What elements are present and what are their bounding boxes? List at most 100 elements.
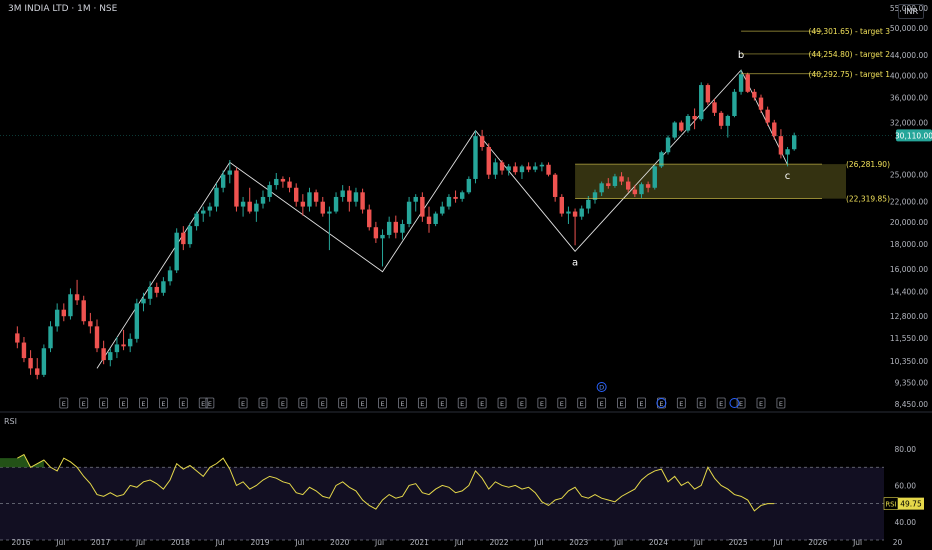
x-tick-label: 2021 — [410, 538, 429, 547]
x-tick-label: Jul — [215, 538, 225, 547]
pattern-label-b: b — [738, 50, 744, 61]
candle-body — [201, 210, 206, 214]
candle-body — [68, 294, 73, 317]
candle-body — [772, 122, 777, 137]
candle-body — [167, 270, 173, 282]
price-tick-label: 20,000.00 — [890, 218, 928, 227]
candle-body — [572, 211, 578, 217]
candle-body — [725, 115, 730, 126]
earnings-marker-label: E — [301, 400, 305, 408]
candle-body — [28, 358, 33, 369]
earnings-marker-label: E — [500, 400, 504, 408]
candle-body — [566, 211, 571, 214]
level-label: (44,254.80) - target 2 — [809, 50, 891, 59]
candle-body — [599, 183, 604, 193]
candle-body — [619, 176, 624, 182]
candle-body — [194, 213, 199, 227]
x-tick-label: 2026 — [808, 538, 827, 547]
candle-body — [15, 333, 20, 343]
candle-body — [546, 164, 551, 175]
candle-body — [692, 115, 697, 120]
earnings-marker — [437, 397, 447, 409]
candle-body — [679, 122, 684, 131]
candle-body — [81, 300, 86, 322]
rsi-overbought-fill — [0, 454, 44, 468]
x-tick-label: 2024 — [649, 538, 668, 547]
earnings-marker — [597, 397, 607, 409]
earnings-marker-label: E — [739, 400, 743, 408]
candle-body — [400, 223, 405, 233]
rsi-value-badge — [898, 497, 924, 510]
candle-body — [181, 232, 186, 245]
rsi-tick-label: 80.00 — [895, 445, 917, 454]
price-tick-label: 36,000.00 — [890, 94, 928, 103]
dividend-marker — [596, 382, 607, 392]
candle-body — [526, 166, 531, 170]
earnings-marker — [676, 397, 686, 409]
earnings-marker — [158, 397, 168, 409]
level-label: (22,319.85) — [846, 195, 890, 204]
x-tick-label: Jul — [135, 538, 145, 547]
earnings-marker-label: E — [241, 400, 245, 408]
candle-body — [21, 342, 27, 359]
earnings-marker — [557, 397, 567, 409]
candle-body — [785, 149, 790, 155]
x-tick-label: Jul — [454, 538, 464, 547]
candle-body — [35, 368, 40, 375]
currency-button[interactable]: INR — [898, 4, 924, 19]
candle-body — [479, 136, 485, 147]
candle-body — [446, 196, 452, 207]
rsi-tick-label: 60.00 — [895, 481, 917, 490]
candle-body — [207, 206, 213, 211]
candle-body — [606, 183, 611, 186]
earnings-marker — [338, 397, 348, 409]
candle-body — [247, 201, 252, 212]
candle-body — [778, 136, 784, 155]
earnings-marker — [637, 397, 646, 409]
earnings-marker-label: E — [759, 400, 763, 408]
level-lines-layer: (49,301.65) - target 3 (44,254.80) - targ… — [0, 27, 892, 204]
earnings-marker-label: E — [161, 400, 165, 408]
earnings-marker-label: E — [261, 400, 265, 408]
candle-body — [420, 196, 425, 217]
price-tick-label: 22,000.00 — [890, 198, 928, 207]
candle-body — [685, 115, 691, 131]
earnings-marker — [577, 397, 587, 409]
earnings-marker — [178, 397, 188, 409]
rsi-label: RSI — [885, 501, 896, 509]
candle-body — [393, 221, 398, 233]
earnings-marker — [776, 397, 786, 409]
candle-body — [612, 176, 618, 186]
candle-body — [539, 164, 545, 167]
x-tick-label: Jul — [852, 538, 862, 547]
candle-body — [214, 187, 219, 207]
candle-body — [340, 190, 345, 197]
x-tick-label: 2019 — [250, 538, 269, 547]
earnings-marker-label: E — [181, 400, 185, 408]
candle-body — [94, 326, 100, 349]
price-tick-label: 44,000.00 — [890, 51, 928, 60]
candle-body — [645, 184, 651, 188]
earnings-marker-label: E — [580, 400, 584, 408]
earnings-marker — [716, 397, 726, 409]
level-label: (26,281.90) — [846, 160, 890, 169]
price-tick-label: 18,000.00 — [890, 240, 928, 249]
chart-title: 3M INDIA LTD · 1M · NSE — [8, 4, 118, 14]
candle-body — [147, 286, 153, 299]
candle-body — [360, 192, 365, 210]
x-tick-label: 20 — [893, 538, 903, 547]
x-tick-label: Jul — [533, 538, 543, 547]
earnings-marker — [417, 397, 427, 409]
candle-body — [320, 201, 325, 214]
earnings-marker-label: E — [560, 400, 564, 408]
candle-body — [128, 338, 133, 347]
x-tick-label: Jul — [613, 538, 623, 547]
price-tick-label: 14,400.00 — [890, 287, 928, 296]
earnings-marker-label: E — [460, 400, 464, 408]
candle-body — [632, 189, 638, 195]
candle-body — [114, 344, 120, 353]
candle-body — [287, 181, 292, 188]
candle-body — [466, 178, 472, 193]
earnings-marker-label: E — [281, 400, 285, 408]
earnings-marker — [398, 397, 407, 409]
